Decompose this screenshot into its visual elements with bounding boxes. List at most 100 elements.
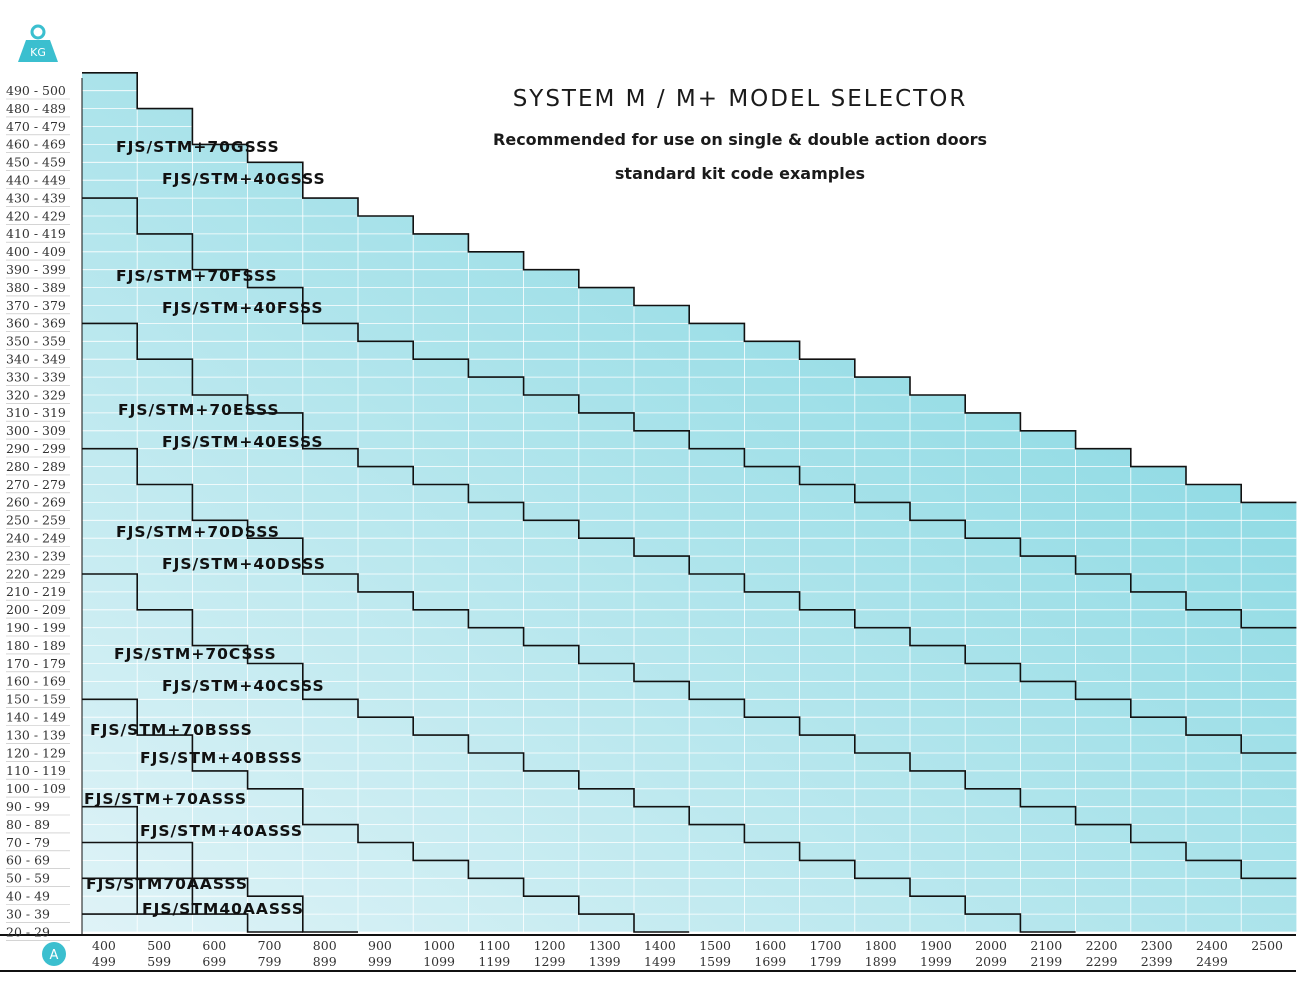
- y-tick-label: 440 - 449: [6, 173, 66, 188]
- y-tick-label: 220 - 229: [6, 566, 66, 581]
- model-label: FJS/STM+70ASSS: [84, 790, 247, 808]
- y-tick-label: 50 - 59: [6, 871, 50, 886]
- x-tick-label: 800: [313, 938, 337, 953]
- y-tick-label: 40 - 49: [6, 889, 50, 904]
- weight-kg-icon: KG: [18, 24, 58, 62]
- model-label: FJS/STM+40GSSS: [162, 170, 326, 188]
- x-tick-label: 1699: [754, 954, 786, 969]
- x-tick-label: 2400: [1196, 938, 1228, 953]
- x-tick-label: 1100: [478, 938, 510, 953]
- x-tick-label: 1300: [589, 938, 621, 953]
- model-label: FJS/STM+40FSSS: [162, 299, 324, 317]
- chart-title: SYSTEM M / M+ MODEL SELECTOR: [512, 86, 968, 112]
- x-tick-label: 2200: [1086, 938, 1118, 953]
- x-tick-label: 999: [368, 954, 392, 969]
- y-tick-label: 470 - 479: [6, 119, 66, 134]
- y-tick-label: 260 - 269: [6, 495, 66, 510]
- y-tick-label: 130 - 139: [6, 727, 66, 742]
- x-tick-label: 2299: [1086, 954, 1118, 969]
- model-boundary: [82, 197, 1297, 629]
- model-label: FJS/STM+70FSSS: [116, 267, 278, 285]
- x-tick-label: 1000: [423, 938, 455, 953]
- x-tick-label: 700: [258, 938, 282, 953]
- model-boundary: [82, 805, 358, 933]
- model-label: FJS/STM+70DSSS: [116, 523, 280, 541]
- x-tick-label: 2100: [1030, 938, 1062, 953]
- chart-subtitle-2: standard kit code examples: [614, 164, 866, 183]
- model-boundary: [82, 447, 1297, 880]
- y-tick-label: 330 - 339: [6, 369, 66, 384]
- x-tick-label: 2300: [1141, 938, 1173, 953]
- x-tick-label: 1200: [534, 938, 566, 953]
- x-tick-label: 1099: [423, 954, 455, 969]
- chart-subtitle: Recommended for use on single & double a…: [493, 130, 987, 149]
- x-tick-label: 1400: [644, 938, 676, 953]
- y-tick-label: 360 - 369: [6, 316, 66, 331]
- x-tick-label: 2199: [1030, 954, 1062, 969]
- x-tick-label: 600: [202, 938, 226, 953]
- model-boundary: [82, 841, 303, 933]
- svg-text:A: A: [50, 948, 59, 963]
- model-boundary: [82, 877, 193, 915]
- y-tick-label: 460 - 469: [6, 137, 66, 152]
- y-tick-label: 180 - 189: [6, 638, 66, 653]
- x-tick-label: 1500: [699, 938, 731, 953]
- y-tick-label: 410 - 419: [6, 226, 66, 241]
- model-label: FJS/STM+70CSSS: [114, 645, 277, 663]
- x-tick-label: 1799: [810, 954, 842, 969]
- y-tick-label: 110 - 119: [6, 763, 66, 778]
- y-tick-label: 340 - 349: [6, 352, 66, 367]
- y-tick-label: 390 - 399: [6, 262, 66, 277]
- model-boundary: [82, 573, 1076, 933]
- model-label: FJS/STM+70BSSS: [90, 721, 253, 739]
- model-label: FJS/STM+40ESSS: [162, 433, 324, 451]
- y-tick-label: 60 - 69: [6, 853, 50, 868]
- y-tick-label: 320 - 329: [6, 387, 66, 402]
- model-boundary: [82, 698, 690, 933]
- y-tick-label: 230 - 239: [6, 548, 66, 563]
- x-tick-label: 1399: [589, 954, 621, 969]
- x-tick-label: 799: [258, 954, 282, 969]
- model-label: FJS/STM+40ASSS: [140, 822, 303, 840]
- width-a-icon: A: [42, 942, 66, 966]
- y-tick-label: 250 - 259: [6, 513, 66, 528]
- x-tick-label: 1700: [810, 938, 842, 953]
- y-tick-label: 20 - 29: [6, 924, 50, 939]
- y-tick-label: 200 - 209: [6, 602, 66, 617]
- x-tick-label: 2099: [975, 954, 1007, 969]
- x-tick-label: 2399: [1141, 954, 1173, 969]
- x-tick-label: 1499: [644, 954, 676, 969]
- y-tick-label: 300 - 309: [6, 423, 66, 438]
- y-tick-label: 290 - 299: [6, 441, 66, 456]
- x-tick-label: 2000: [975, 938, 1007, 953]
- y-tick-label: 430 - 439: [6, 190, 66, 205]
- model-label: FJS/STM70AASSS: [86, 875, 248, 893]
- y-tick-label: 100 - 109: [6, 781, 66, 796]
- model-label: FJS/STM40AASSS: [142, 900, 304, 918]
- y-tick-label: 480 - 489: [6, 101, 66, 116]
- y-tick-label: 490 - 500: [6, 83, 66, 98]
- y-tick-label: 80 - 89: [6, 817, 50, 832]
- model-label: FJS/STM+40CSSS: [162, 677, 325, 695]
- y-tick-label: 140 - 149: [6, 710, 66, 725]
- model-label: FJS/STM+70ESSS: [118, 401, 280, 419]
- y-tick-label: 120 - 129: [6, 745, 66, 760]
- y-tick-label: 400 - 409: [6, 244, 66, 259]
- x-tick-label: 899: [313, 954, 337, 969]
- model-boundary: [82, 322, 1297, 754]
- x-tick-label: 1800: [865, 938, 897, 953]
- y-tick-label: 280 - 289: [6, 459, 66, 474]
- y-tick-label: 210 - 219: [6, 584, 66, 599]
- y-tick-label: 170 - 179: [6, 656, 66, 671]
- x-tick-label: 1599: [699, 954, 731, 969]
- y-tick-label: 420 - 429: [6, 208, 66, 223]
- y-tick-label: 370 - 379: [6, 298, 66, 313]
- model-label: FJS/STM+70GSSS: [116, 138, 280, 156]
- y-tick-label: 270 - 279: [6, 477, 66, 492]
- model-label: FJS/STM+40DSSS: [162, 555, 326, 573]
- y-tick-label: 380 - 389: [6, 280, 66, 295]
- svg-text:KG: KG: [30, 46, 46, 59]
- x-tick-label: 400: [92, 938, 116, 953]
- x-tick-label: 500: [147, 938, 171, 953]
